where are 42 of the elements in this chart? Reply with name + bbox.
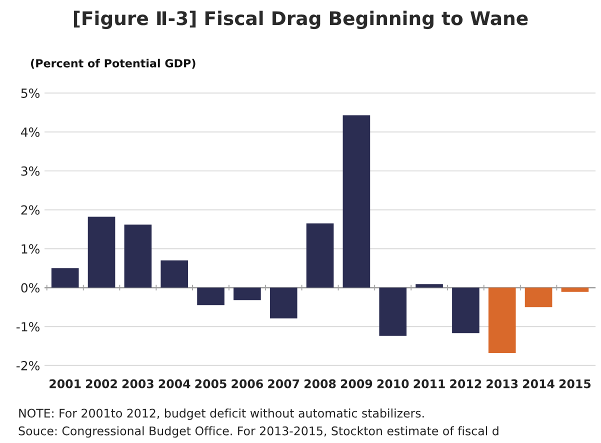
y-tick-label: 5% bbox=[21, 88, 40, 98]
bar bbox=[51, 268, 79, 288]
x-tick-label: 2013 bbox=[486, 379, 518, 388]
text: Souce: Congressional Budget Office. For 2013-2015, Stockton estimate of fiscal d bbox=[18, 426, 498, 438]
bar bbox=[524, 288, 552, 308]
y-tick-label: 1% bbox=[22, 244, 40, 254]
x-tick-label: 2003 bbox=[122, 379, 154, 388]
bar bbox=[379, 288, 407, 336]
y-tick-label: -1% bbox=[16, 322, 40, 332]
bar bbox=[124, 224, 152, 288]
x-tick-label: 2014 bbox=[523, 379, 554, 388]
chart-title: [Figure Ⅱ-3] Fiscal Drag Beginning to Wane bbox=[74, 10, 528, 30]
x-tick-label: 2010 bbox=[377, 379, 409, 388]
y-axis-title: (Percent of Potential GDP) bbox=[31, 58, 196, 69]
bar bbox=[488, 288, 516, 354]
y-tick-label: 2% bbox=[21, 205, 40, 215]
y-tick-label: 0% bbox=[21, 283, 40, 293]
bar bbox=[342, 115, 370, 288]
bar bbox=[234, 288, 261, 300]
x-tick-label: 2002 bbox=[86, 379, 117, 388]
x-tick-label: 2015 bbox=[559, 379, 591, 388]
bar bbox=[197, 288, 224, 306]
x-tick-label: 2007 bbox=[268, 379, 300, 388]
x-tick-label: 2012 bbox=[450, 379, 482, 388]
x-tick-label: 2004 bbox=[158, 379, 190, 388]
bar bbox=[160, 260, 188, 288]
x-tick-label: 2005 bbox=[195, 379, 226, 388]
x-tick-label: 2008 bbox=[304, 379, 336, 388]
bar bbox=[270, 288, 298, 318]
y-tick-label: -2% bbox=[16, 360, 40, 370]
x-tick-label: 2001 bbox=[50, 379, 81, 388]
x-tick-label: 2011 bbox=[414, 379, 445, 388]
bar bbox=[452, 288, 480, 334]
y-tick-label: 3% bbox=[21, 166, 40, 176]
x-tick-label: 2006 bbox=[232, 379, 263, 388]
y-tick-label: 4% bbox=[20, 127, 40, 137]
bar bbox=[306, 223, 334, 288]
bar bbox=[88, 216, 116, 288]
bar bbox=[561, 288, 589, 292]
x-tick-label: 2009 bbox=[340, 379, 372, 388]
bar bbox=[416, 284, 443, 288]
text: NOTE: For 2001to 2012, budget deficit without automatic stabilizers. bbox=[19, 408, 424, 420]
